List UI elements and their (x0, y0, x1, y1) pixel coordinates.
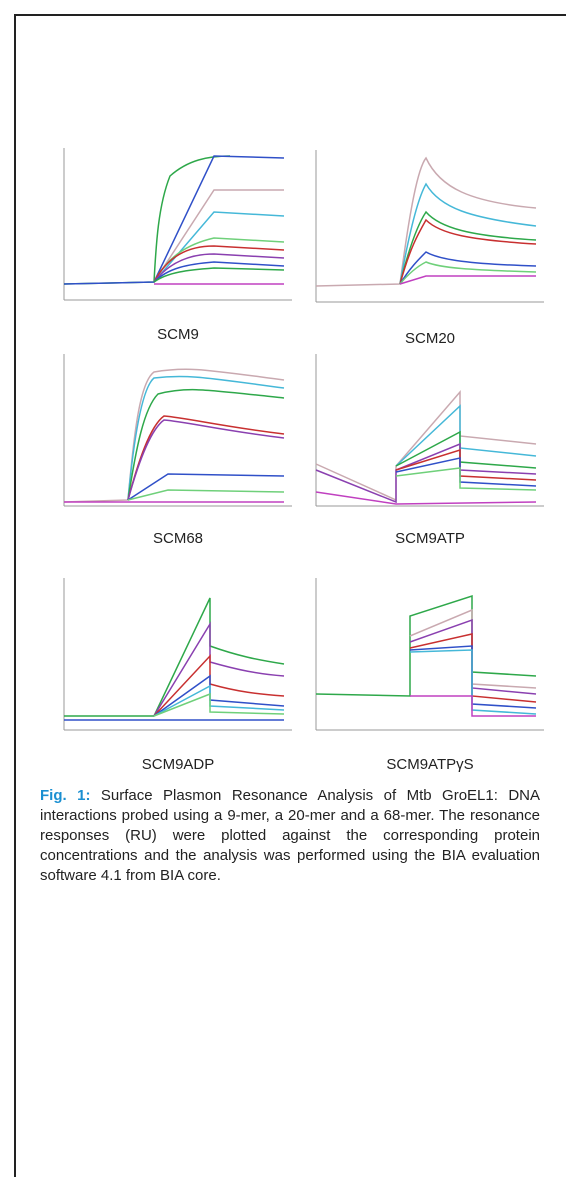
figure-frame (14, 14, 566, 1177)
panel-scm20 (310, 148, 550, 308)
panel-scm9 (58, 146, 298, 306)
panel-scm9atp (310, 352, 550, 512)
label-scm68: SCM68 (152, 530, 204, 547)
label-scm20: SCM20 (404, 330, 456, 347)
label-scm9atp: SCM9ATP (395, 530, 465, 547)
plot-scm9 (63, 148, 292, 301)
figure-caption: Fig. 1: Surface Plasmon Resonance Analys… (40, 786, 540, 886)
plot-scm9atpgs (315, 578, 544, 731)
plot-scm9adp (63, 578, 292, 731)
panel-scm9adp (58, 576, 298, 736)
panel-scm9atpgs (310, 576, 550, 736)
plot-scm68 (63, 354, 292, 507)
caption-text: Surface Plasmon Resonance Analysis of Mt… (40, 787, 541, 884)
label-scm9: SCM9 (157, 326, 199, 343)
plot-scm20 (315, 150, 544, 303)
label-scm9adp: SCM9ADP (141, 756, 215, 773)
caption-fig-label: Fig. 1: (40, 787, 91, 804)
label-scm9atpgs: SCM9ATPγS (386, 756, 474, 773)
plot-scm9atp (315, 354, 544, 507)
panel-scm68 (58, 352, 298, 512)
